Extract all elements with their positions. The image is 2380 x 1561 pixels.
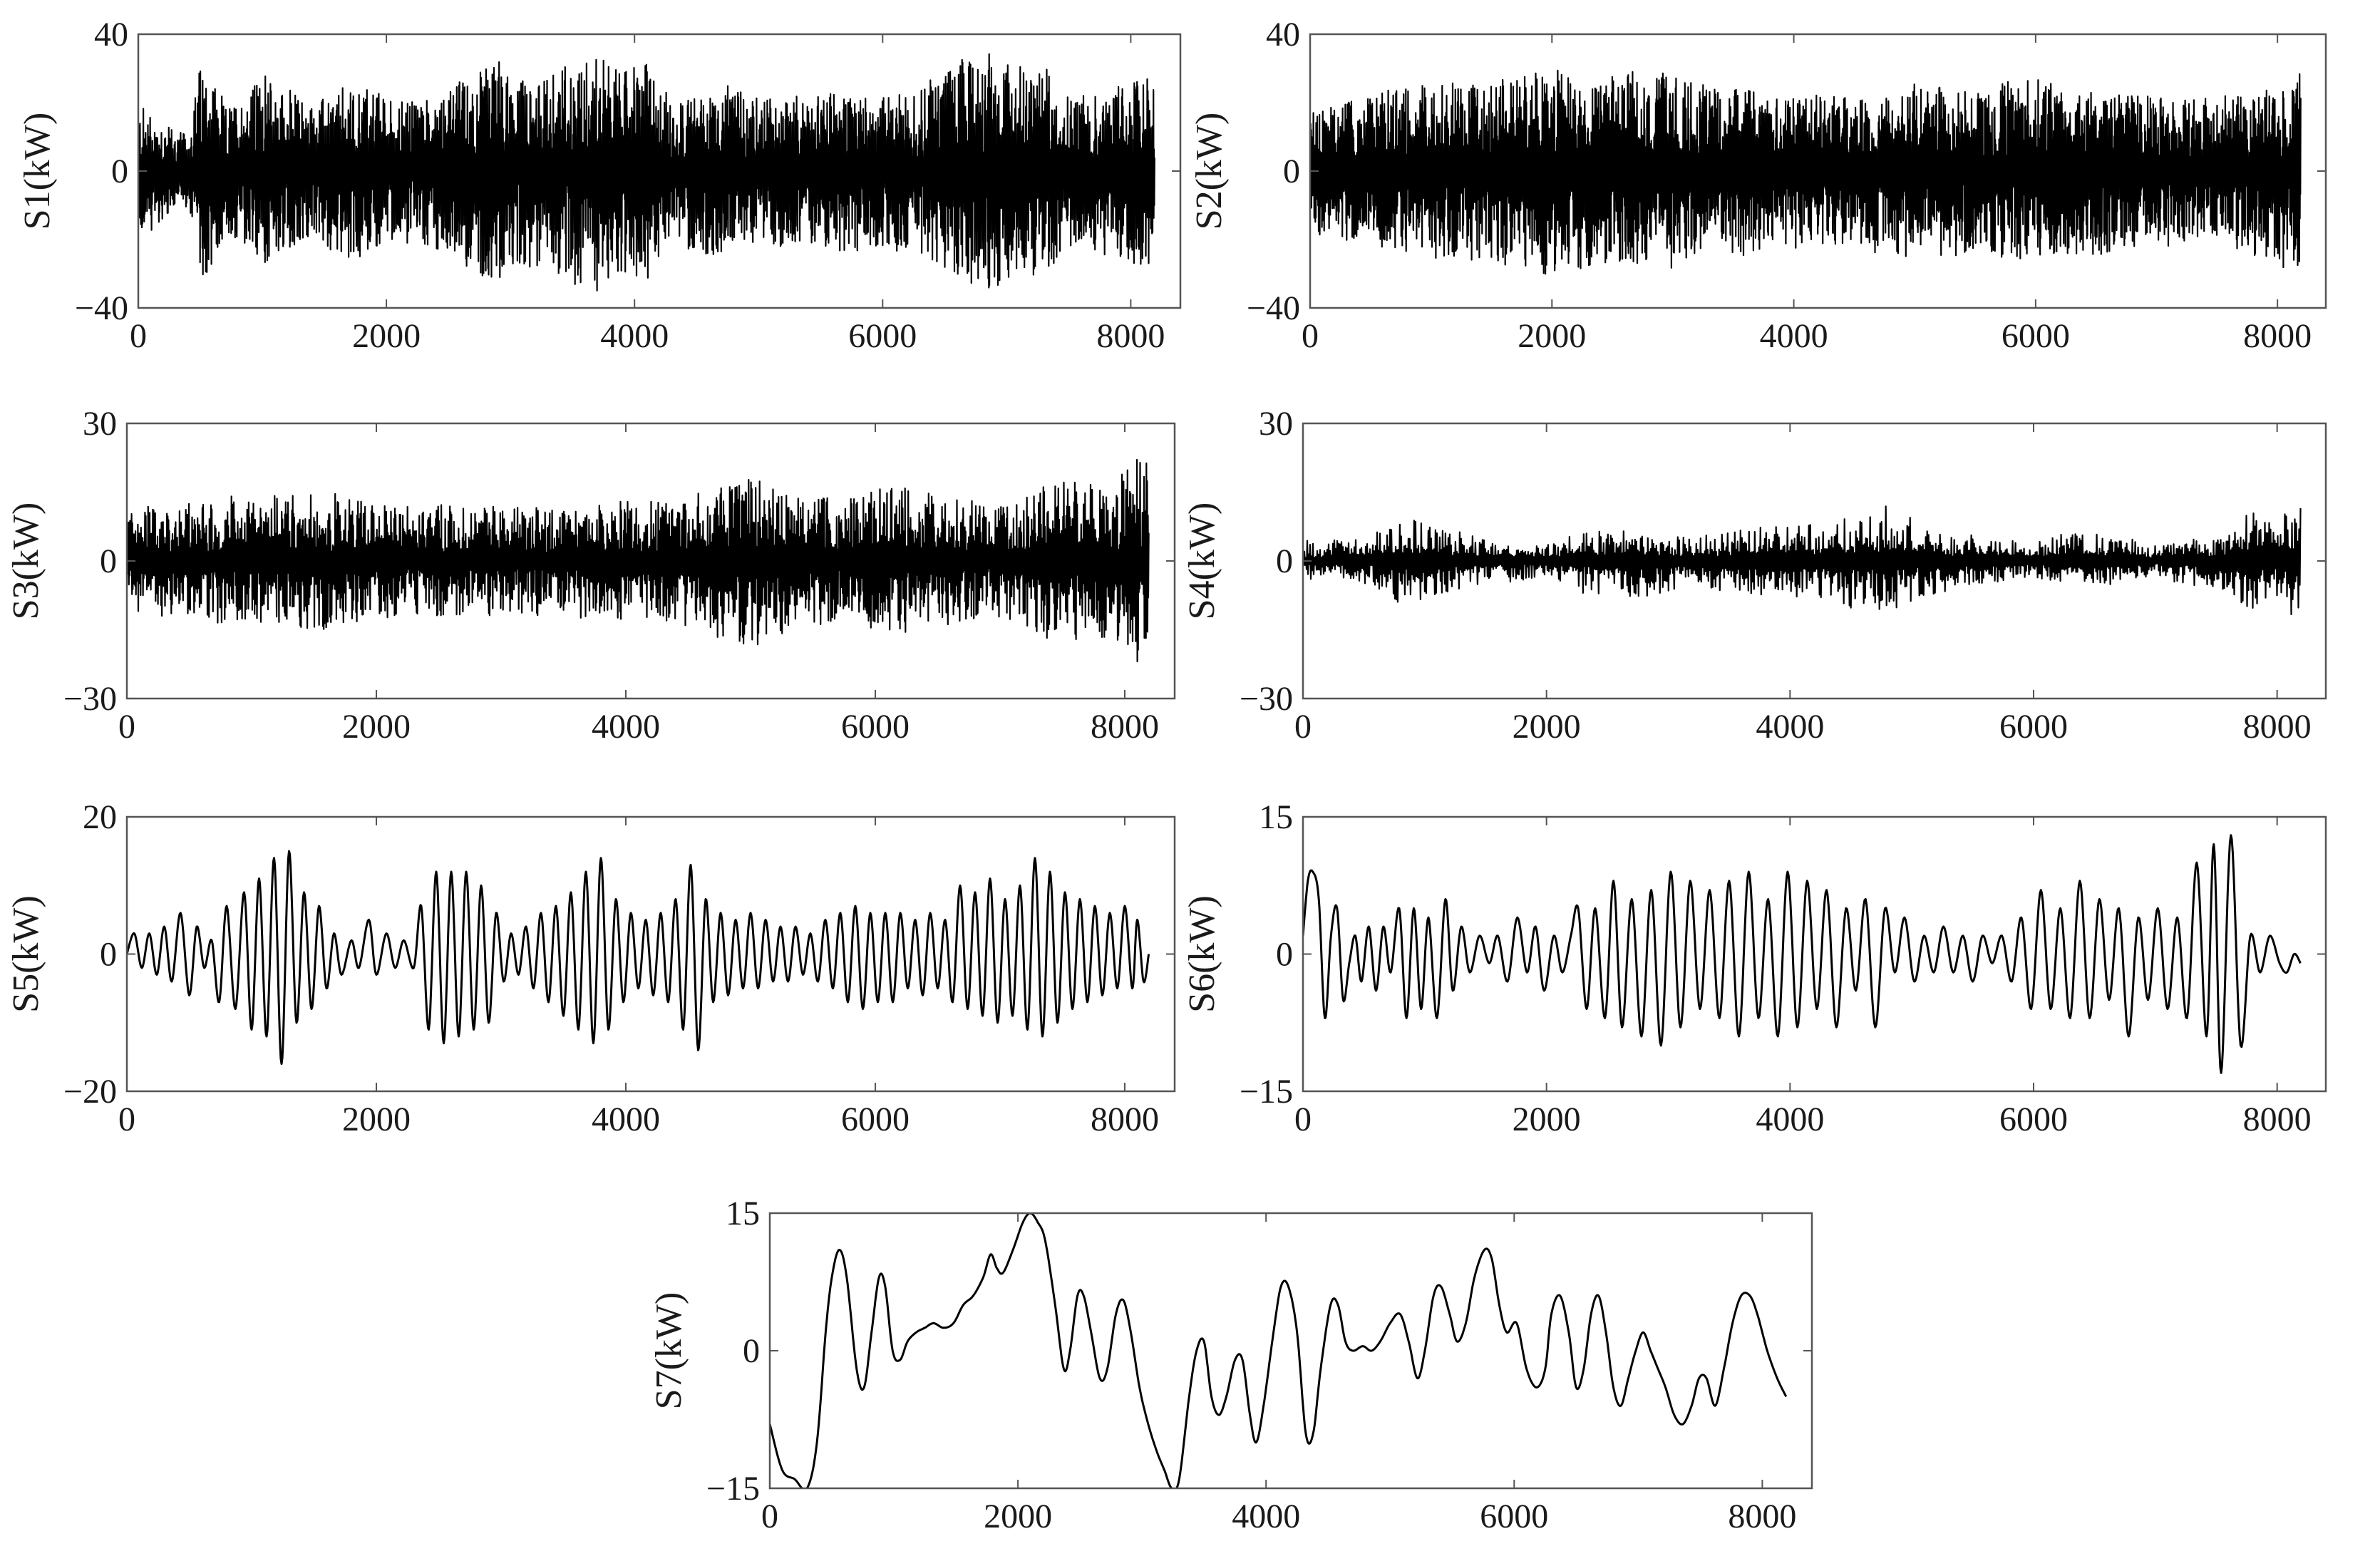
x-tick-label: 4000 <box>592 1101 660 1138</box>
y-tick-label: −20 <box>63 1073 117 1111</box>
series-line-s5 <box>127 850 1150 1065</box>
series-line-s4 <box>1303 505 2302 616</box>
x-tick-label: 6000 <box>848 317 917 355</box>
axes-frame <box>125 815 1176 1093</box>
x-tick-label: 4000 <box>1756 708 1824 746</box>
x-tick-label: 2000 <box>342 708 411 746</box>
x-tick-label: 2000 <box>352 317 421 355</box>
x-tick-label: 6000 <box>841 1101 910 1138</box>
x-tick-label: 0 <box>130 317 147 355</box>
y-tick-label: 0 <box>1276 542 1293 580</box>
x-tick-label: 6000 <box>841 708 910 746</box>
x-tick-label: 2000 <box>984 1498 1052 1535</box>
x-tick-label: 4000 <box>600 317 669 355</box>
y-axis-label: S4(kW) <box>1182 503 1222 620</box>
y-tick-label: 15 <box>1259 798 1293 836</box>
x-tick-label: 8000 <box>2243 317 2312 355</box>
y-tick-label: 0 <box>1283 153 1300 190</box>
x-tick-label: 2000 <box>342 1101 411 1138</box>
y-tick-label: 0 <box>111 153 128 190</box>
series-line-s3 <box>127 458 1150 663</box>
x-tick-label: 8000 <box>1091 708 1159 746</box>
series-line-s7 <box>770 1213 1788 1488</box>
y-tick-label: 30 <box>1259 405 1293 443</box>
x-tick-label: 4000 <box>592 708 660 746</box>
x-tick-label: 0 <box>118 1101 135 1138</box>
y-tick-label: 0 <box>100 542 117 580</box>
y-tick-label: 0 <box>100 936 117 974</box>
y-tick-label: −40 <box>75 289 128 327</box>
y-tick-label: 40 <box>1266 16 1300 53</box>
y-tick-label: −30 <box>63 680 117 718</box>
y-tick-label: 40 <box>94 16 128 53</box>
x-tick-label: 2000 <box>1518 317 1586 355</box>
y-axis-label: S7(kW) <box>649 1292 689 1410</box>
x-tick-label: 0 <box>1294 1101 1312 1138</box>
x-tick-label: 6000 <box>2002 317 2070 355</box>
y-tick-label: 0 <box>1276 936 1293 974</box>
series-line-s2 <box>1310 69 2302 275</box>
x-tick-label: 6000 <box>1999 1101 2068 1138</box>
x-tick-label: 8000 <box>2243 1101 2312 1138</box>
y-axis-label: S2(kW) <box>1189 113 1230 230</box>
y-tick-label: 15 <box>726 1195 760 1232</box>
y-axis-label: S1(kW) <box>17 113 58 230</box>
x-tick-label: 2000 <box>1513 708 1581 746</box>
series-line-s1 <box>138 53 1155 292</box>
x-tick-label: 4000 <box>1756 1101 1824 1138</box>
series-line-s6 <box>1303 834 2302 1074</box>
y-tick-label: −40 <box>1247 289 1300 327</box>
x-tick-label: 0 <box>1294 708 1312 746</box>
x-tick-label: 8000 <box>1096 317 1165 355</box>
x-tick-label: 4000 <box>1232 1498 1300 1535</box>
x-tick-label: 0 <box>118 708 135 746</box>
axes-frame <box>768 1212 1813 1490</box>
x-tick-label: 8000 <box>1091 1101 1159 1138</box>
y-tick-label: 0 <box>743 1332 760 1370</box>
x-tick-label: 6000 <box>1480 1498 1548 1535</box>
y-axis-label: S6(kW) <box>1182 895 1222 1013</box>
y-axis-label: S3(kW) <box>6 503 46 620</box>
x-tick-label: 4000 <box>1760 317 1828 355</box>
x-tick-label: 8000 <box>2243 708 2312 746</box>
y-tick-label: −15 <box>1240 1073 1293 1111</box>
x-tick-label: 0 <box>1302 317 1319 355</box>
x-tick-label: 8000 <box>1728 1498 1796 1535</box>
y-tick-label: 20 <box>83 798 117 836</box>
x-tick-label: 6000 <box>1999 708 2068 746</box>
x-tick-label: 0 <box>761 1498 778 1535</box>
y-tick-label: 30 <box>83 405 117 443</box>
y-tick-label: −15 <box>706 1470 760 1508</box>
y-tick-label: −30 <box>1240 680 1293 718</box>
y-axis-label: S5(kW) <box>6 895 46 1013</box>
x-tick-label: 2000 <box>1513 1101 1581 1138</box>
